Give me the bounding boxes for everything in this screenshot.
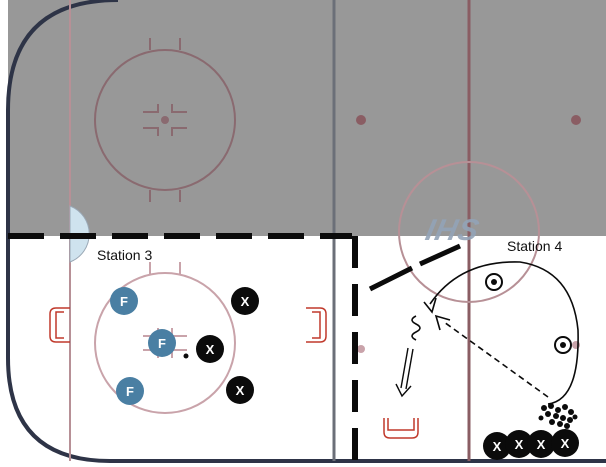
- pass-arrow: [443, 321, 549, 398]
- center-circle: [398, 161, 540, 303]
- net-right: [306, 307, 327, 343]
- shaded-zone: [8, 0, 606, 236]
- puck: [183, 353, 189, 359]
- drive-arrowhead: [395, 383, 412, 398]
- neutral-dot-left: [356, 115, 366, 125]
- station4-dot-right: [554, 336, 572, 354]
- forward-token: F: [110, 287, 138, 315]
- upper-faceoff-dot: [161, 116, 169, 124]
- net-bottom: [383, 418, 419, 439]
- station-3-label: Station 3: [97, 247, 153, 263]
- drive-path-left: [400, 347, 409, 389]
- upper-faceoff-hashes: [143, 38, 187, 202]
- ihs-watermark: IHS: [422, 214, 483, 247]
- drive-path-right: [405, 348, 414, 390]
- neutral-dot-lower: [357, 345, 365, 353]
- net-left: [49, 307, 70, 343]
- station4-dot-top: [485, 273, 503, 291]
- stickhandle-path: [411, 315, 421, 341]
- upper-faceoff-circle: [94, 49, 236, 191]
- opponent-token: X: [527, 430, 555, 458]
- opponent-token: X: [231, 287, 259, 315]
- opponent-token: X: [196, 335, 224, 363]
- lower-faceoff-circle: [94, 272, 236, 414]
- skating-path-arrowhead: [423, 297, 437, 314]
- neutral-dot-right: [571, 115, 581, 125]
- skating-path: [429, 261, 579, 405]
- opponent-token: X: [551, 429, 579, 457]
- pass-arrowhead: [434, 314, 451, 331]
- station-4-label: Station 4: [507, 238, 563, 254]
- station-divider-diagonal-b: [418, 243, 462, 267]
- forward-token: F: [116, 377, 144, 405]
- forward-token: F: [148, 329, 176, 357]
- puck-pile: [538, 403, 578, 429]
- station-divider-diagonal-a: [368, 265, 414, 292]
- opponent-token: X: [226, 376, 254, 404]
